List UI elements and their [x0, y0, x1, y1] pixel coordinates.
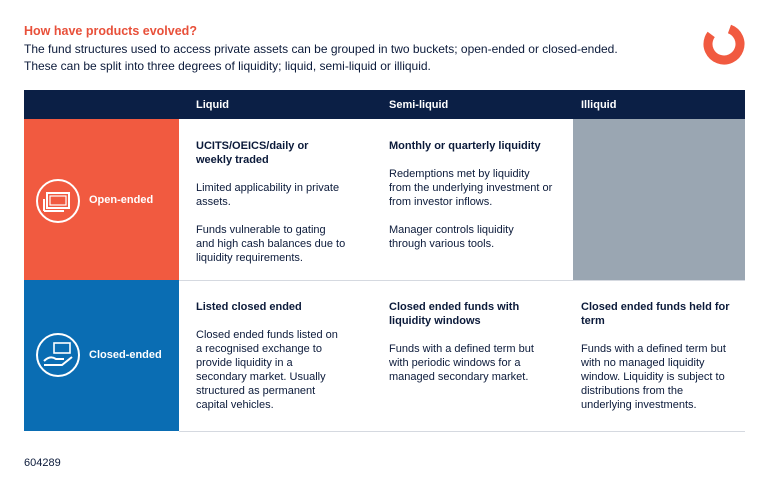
empty-cell [573, 119, 745, 280]
cell-text: Funds vulnerable to gating and high cash… [196, 224, 346, 264]
cell-text: Closed ended funds listed on a recognise… [196, 329, 338, 411]
subtitle: The fund structures used to access priva… [24, 42, 618, 56]
cell-text: Limited applicability in private assets. [196, 182, 340, 208]
cell-text: Funds with a defined term but with no ma… [581, 343, 726, 411]
title: How have products evolved? [24, 24, 197, 38]
cell: UCITS/OEICS/daily or weekly traded Limite… [196, 139, 346, 279]
footer: 604289 [24, 457, 61, 469]
cell-text: Manager controls liquidity through vario… [389, 224, 514, 250]
divider [179, 280, 745, 281]
cell-text: Funds with a defined term but with perio… [389, 343, 534, 383]
cell-title: Monthly or quarterly liquidity [389, 140, 541, 152]
column-header: Liquid [196, 99, 229, 111]
logo [703, 23, 745, 65]
row-label: Open-ended [89, 194, 154, 206]
cell-title: UCITS/OEICS/daily or weekly traded [196, 140, 309, 166]
divider [179, 431, 745, 432]
header-bar [24, 90, 745, 119]
row-label: Closed-ended [89, 349, 162, 361]
icon [36, 179, 80, 223]
cell-text: Redemptions met by liquidity from the un… [389, 168, 553, 208]
cell: Listed closed ended Closed ended funds li… [196, 300, 346, 426]
cell-title: Listed closed ended [196, 301, 302, 313]
cell: Monthly or quarterly liquidity Redemption… [389, 139, 554, 265]
row-label-cell [24, 280, 179, 431]
cell-title: Closed ended funds with liquidity window… [389, 301, 520, 327]
icon [36, 333, 80, 377]
column-header: Illiquid [581, 99, 617, 111]
subtitle: These can be split into three degrees of… [24, 59, 431, 73]
column-header: Semi-liquid [389, 99, 449, 111]
cell: Closed ended funds held for term Funds wi… [581, 300, 731, 426]
cell: Closed ended funds with liquidity window… [389, 300, 554, 398]
cell-title: Closed ended funds held for term [581, 301, 730, 327]
